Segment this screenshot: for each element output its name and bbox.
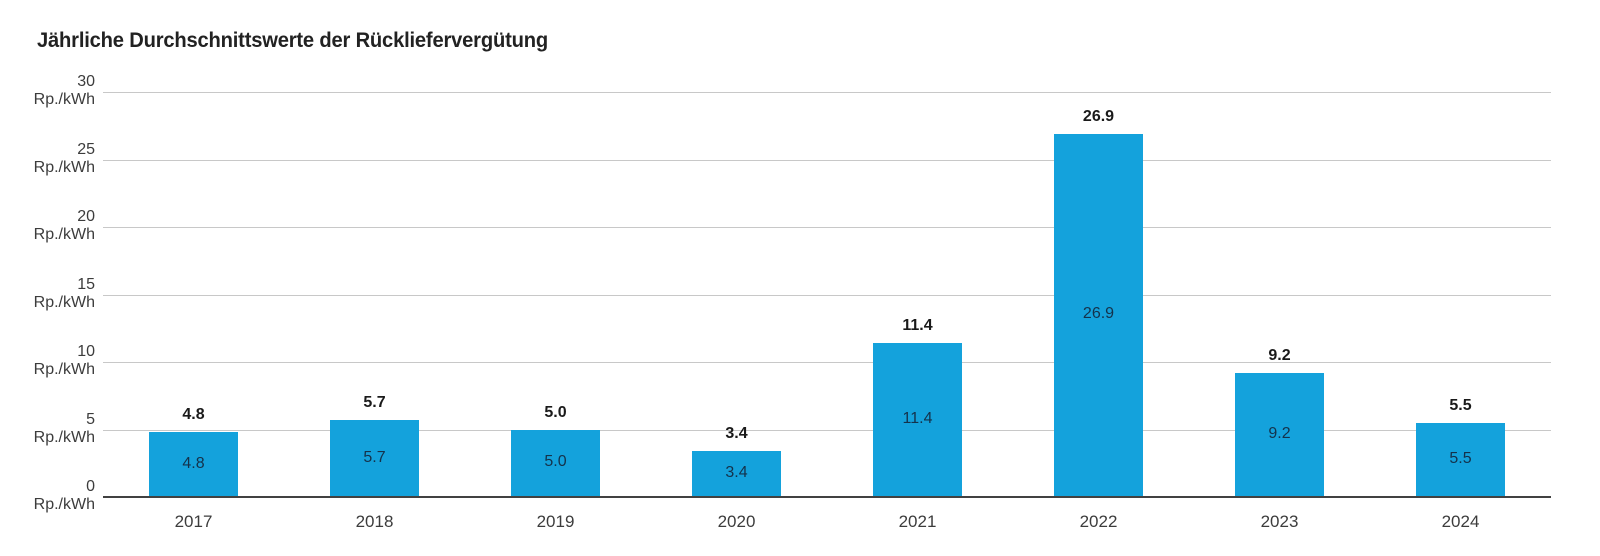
y-tick-30: 30 Rp./kWh: [0, 73, 95, 109]
bar-value-inside-2021: 11.4: [902, 410, 933, 428]
bar-value-above-2018: 5.7: [363, 394, 386, 412]
x-tick-2023: 2023: [1260, 512, 1299, 531]
x-tick-2020: 2020: [717, 512, 756, 531]
bar-value-above-2020: 3.4: [725, 425, 748, 443]
gridline-15: [103, 294, 1551, 296]
bar-value-above-2021: 11.4: [902, 317, 933, 335]
x-tick-2024: 2024: [1441, 512, 1480, 531]
y-tick-value: 10: [77, 343, 95, 360]
bar-2022: [1054, 133, 1143, 496]
bar-value-inside-2018: 5.7: [363, 448, 386, 466]
y-tick-value: 0: [86, 478, 95, 495]
y-tick-value: 20: [77, 208, 95, 225]
y-tick-value: 25: [77, 140, 95, 158]
bar-2021: [873, 343, 962, 496]
bar-value-above-2023: 9.2: [1268, 346, 1291, 364]
y-tick-value: 15: [77, 275, 95, 293]
x-tick-2019: 2019: [536, 512, 575, 531]
gridline-30: [103, 92, 1551, 93]
x-tick-2021: 2021: [898, 512, 937, 531]
x-tick-2018: 2018: [355, 512, 394, 531]
bar-value-above-2022: 26.9: [1082, 107, 1115, 125]
gridline-25: [103, 159, 1551, 161]
y-tick-unit: Rp./kWh: [33, 361, 95, 378]
bar-value-above-2017: 4.8: [182, 406, 205, 424]
y-tick-10: 10 Rp./kWh: [0, 343, 95, 379]
y-tick-unit: Rp./kWh: [33, 496, 95, 513]
y-tick-unit: Rp./kWh: [33, 428, 95, 446]
x-tick-2022: 2022: [1079, 512, 1118, 531]
bar-2024: [1416, 422, 1505, 496]
gridline-10: [103, 362, 1551, 363]
y-tick-0: 0 Rp./kWh: [0, 478, 95, 514]
bar-2020: [692, 451, 781, 496]
y-tick-20: 20 Rp./kWh: [0, 208, 95, 244]
x-tick-2017: 2017: [174, 512, 213, 531]
bar-value-inside-2024: 5.5: [1449, 449, 1472, 467]
y-tick-value: 30: [77, 73, 95, 90]
bar-value-inside-2023: 9.2: [1268, 424, 1291, 442]
y-tick-15: 15 Rp./kWh: [0, 276, 95, 312]
y-tick-5: 5 Rp./kWh: [0, 411, 95, 447]
gridline-20: [103, 227, 1551, 228]
bar-2018: [330, 420, 419, 496]
y-tick-unit: Rp./kWh: [33, 91, 95, 108]
bar-value-above-2024: 5.5: [1449, 396, 1472, 414]
y-tick-value: 5: [86, 410, 95, 428]
x-axis-line: [103, 496, 1551, 498]
bar-2017: [149, 432, 238, 496]
bar-value-inside-2019: 5.0: [544, 453, 567, 471]
y-tick-unit: Rp./kWh: [33, 158, 95, 176]
bar-2023: [1235, 372, 1324, 496]
bar-value-inside-2017: 4.8: [182, 454, 205, 472]
y-tick-unit: Rp./kWh: [33, 293, 95, 311]
bar-value-above-2019: 5.0: [544, 403, 567, 421]
bar-value-inside-2020: 3.4: [725, 464, 748, 482]
bar-2019: [511, 429, 600, 496]
chart-title: Jährliche Durchschnittswerte der Rücklie…: [37, 29, 548, 52]
gridline-5: [103, 429, 1551, 431]
y-tick-unit: Rp./kWh: [33, 226, 95, 243]
y-tick-25: 25 Rp./kWh: [0, 141, 95, 177]
bar-value-inside-2022: 26.9: [1082, 305, 1115, 323]
